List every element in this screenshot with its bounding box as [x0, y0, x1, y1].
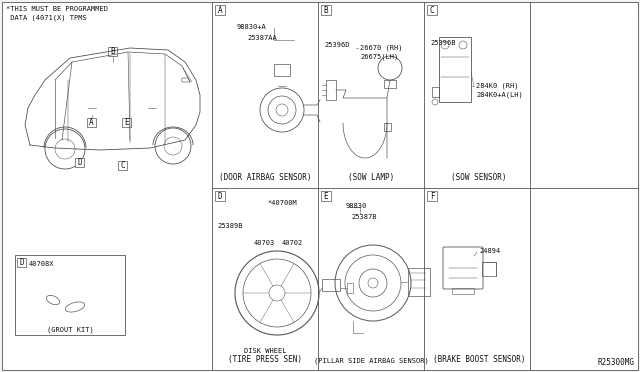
Text: C: C	[429, 6, 435, 15]
Bar	[439, 37, 471, 102]
Text: A: A	[89, 118, 94, 127]
Text: (DOOR AIRBAG SENSOR): (DOOR AIRBAG SENSOR)	[219, 173, 311, 182]
Text: 26675(LH): 26675(LH)	[360, 53, 398, 60]
Text: D: D	[19, 258, 24, 267]
Text: 24894: 24894	[479, 248, 500, 254]
Bar	[75, 158, 84, 167]
Bar	[427, 5, 437, 15]
Text: DATA (4071(X) TPMS: DATA (4071(X) TPMS	[6, 14, 87, 20]
Bar	[15, 255, 125, 335]
Text: 25396B: 25396B	[430, 40, 456, 46]
Bar	[17, 258, 26, 267]
Text: 25387B: 25387B	[351, 214, 376, 220]
Bar	[87, 118, 96, 127]
Bar	[122, 118, 131, 127]
Text: (GROUT KIT): (GROUT KIT)	[47, 327, 93, 333]
Text: (BRAKE BOOST SENSOR): (BRAKE BOOST SENSOR)	[433, 355, 525, 364]
Text: B: B	[324, 6, 328, 15]
Text: 25387AA: 25387AA	[247, 35, 276, 41]
Bar	[326, 80, 336, 100]
Text: (SOW LAMP): (SOW LAMP)	[348, 173, 394, 182]
Text: 40708X: 40708X	[29, 261, 54, 267]
Bar	[452, 288, 474, 294]
Bar	[322, 279, 340, 291]
Text: 98830+A: 98830+A	[237, 24, 267, 30]
Bar	[427, 191, 437, 201]
Text: E: E	[124, 118, 129, 127]
Text: R25300MG: R25300MG	[598, 358, 635, 367]
Bar	[274, 64, 290, 76]
Bar	[384, 80, 396, 88]
Bar	[215, 191, 225, 201]
Bar	[408, 268, 430, 296]
Text: (SOW SENSOR): (SOW SENSOR)	[451, 173, 507, 182]
Bar	[321, 191, 331, 201]
Bar	[482, 262, 496, 276]
Text: A: A	[218, 6, 222, 15]
Text: 98830: 98830	[346, 203, 367, 209]
Text: 26670 (RH): 26670 (RH)	[360, 44, 403, 51]
Text: 284K0 (RH): 284K0 (RH)	[476, 82, 518, 89]
Text: D: D	[218, 192, 222, 201]
Text: E: E	[324, 192, 328, 201]
Text: B: B	[110, 47, 115, 56]
Text: 284K0+A(LH): 284K0+A(LH)	[476, 91, 523, 97]
Bar	[432, 87, 439, 97]
Bar	[384, 123, 391, 131]
Bar	[215, 5, 225, 15]
Bar	[347, 283, 353, 293]
Text: 25396D: 25396D	[324, 42, 349, 48]
Text: C: C	[120, 161, 125, 170]
Text: *THIS MUST BE PROGRAMMED: *THIS MUST BE PROGRAMMED	[6, 6, 108, 12]
Bar	[108, 47, 117, 56]
Text: F: F	[429, 192, 435, 201]
Text: 40702: 40702	[282, 240, 303, 246]
Text: DISK WHEEL: DISK WHEEL	[244, 348, 286, 354]
Text: 25389B: 25389B	[217, 223, 243, 229]
Bar	[321, 5, 331, 15]
Text: D: D	[77, 158, 82, 167]
Text: (PILLAR SIDE AIRBAG SENSOR): (PILLAR SIDE AIRBAG SENSOR)	[314, 357, 428, 364]
Bar	[118, 161, 127, 170]
Text: 40703: 40703	[254, 240, 275, 246]
Text: *40700M: *40700M	[267, 200, 297, 206]
Text: (TIRE PRESS SEN): (TIRE PRESS SEN)	[228, 355, 302, 364]
